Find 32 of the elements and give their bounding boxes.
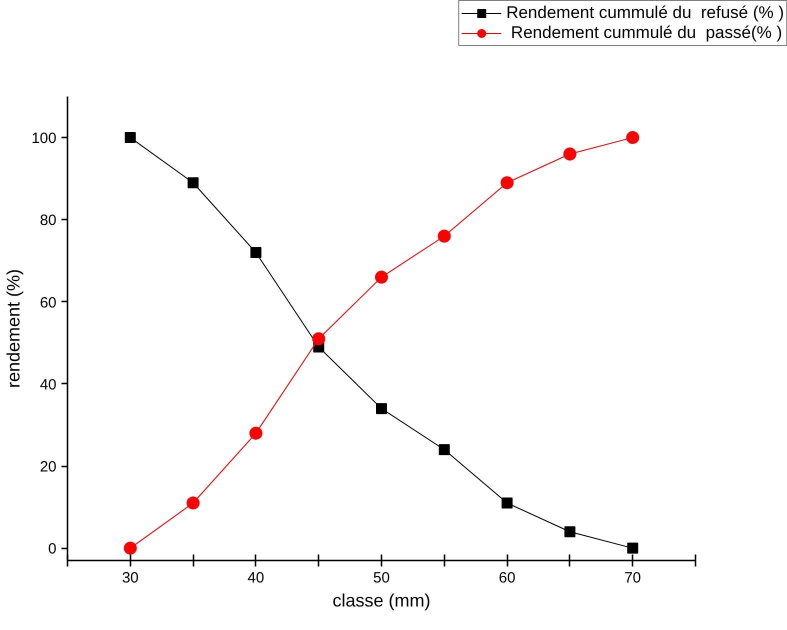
x-tick-label: 70 <box>624 570 642 586</box>
y-tick-label: 40 <box>40 376 57 394</box>
y-tick-label: 20 <box>40 458 57 476</box>
y-tick-label: 0 <box>48 540 56 558</box>
point <box>124 132 136 144</box>
point <box>250 247 262 258</box>
point <box>124 542 137 555</box>
x-tick-label: 30 <box>122 570 139 586</box>
y-tick-label: 80 <box>40 212 57 230</box>
point <box>627 542 638 554</box>
point <box>375 270 388 284</box>
point <box>563 148 576 160</box>
point <box>438 230 451 243</box>
x-axis-title: classe (mm) <box>332 590 430 610</box>
point <box>438 444 450 456</box>
point <box>186 496 200 510</box>
x-tick-label: 50 <box>373 570 390 586</box>
point <box>376 403 387 414</box>
point <box>188 177 199 188</box>
y-axis-title: rendement (%) <box>3 268 24 388</box>
point <box>312 332 326 346</box>
point <box>249 426 262 440</box>
point <box>564 526 576 538</box>
x-tick-label: 60 <box>498 570 516 586</box>
point <box>626 131 640 144</box>
point <box>502 498 513 509</box>
y-tick-label: 100 <box>31 130 57 148</box>
legend-label: Rendement cummulé du passé(% ) <box>510 23 782 43</box>
legend-label: Rendement cummulé du refusé (% ) <box>506 3 784 23</box>
y-tick-label: 60 <box>40 294 57 312</box>
point <box>500 176 514 190</box>
x-tick-label: 40 <box>248 570 264 586</box>
